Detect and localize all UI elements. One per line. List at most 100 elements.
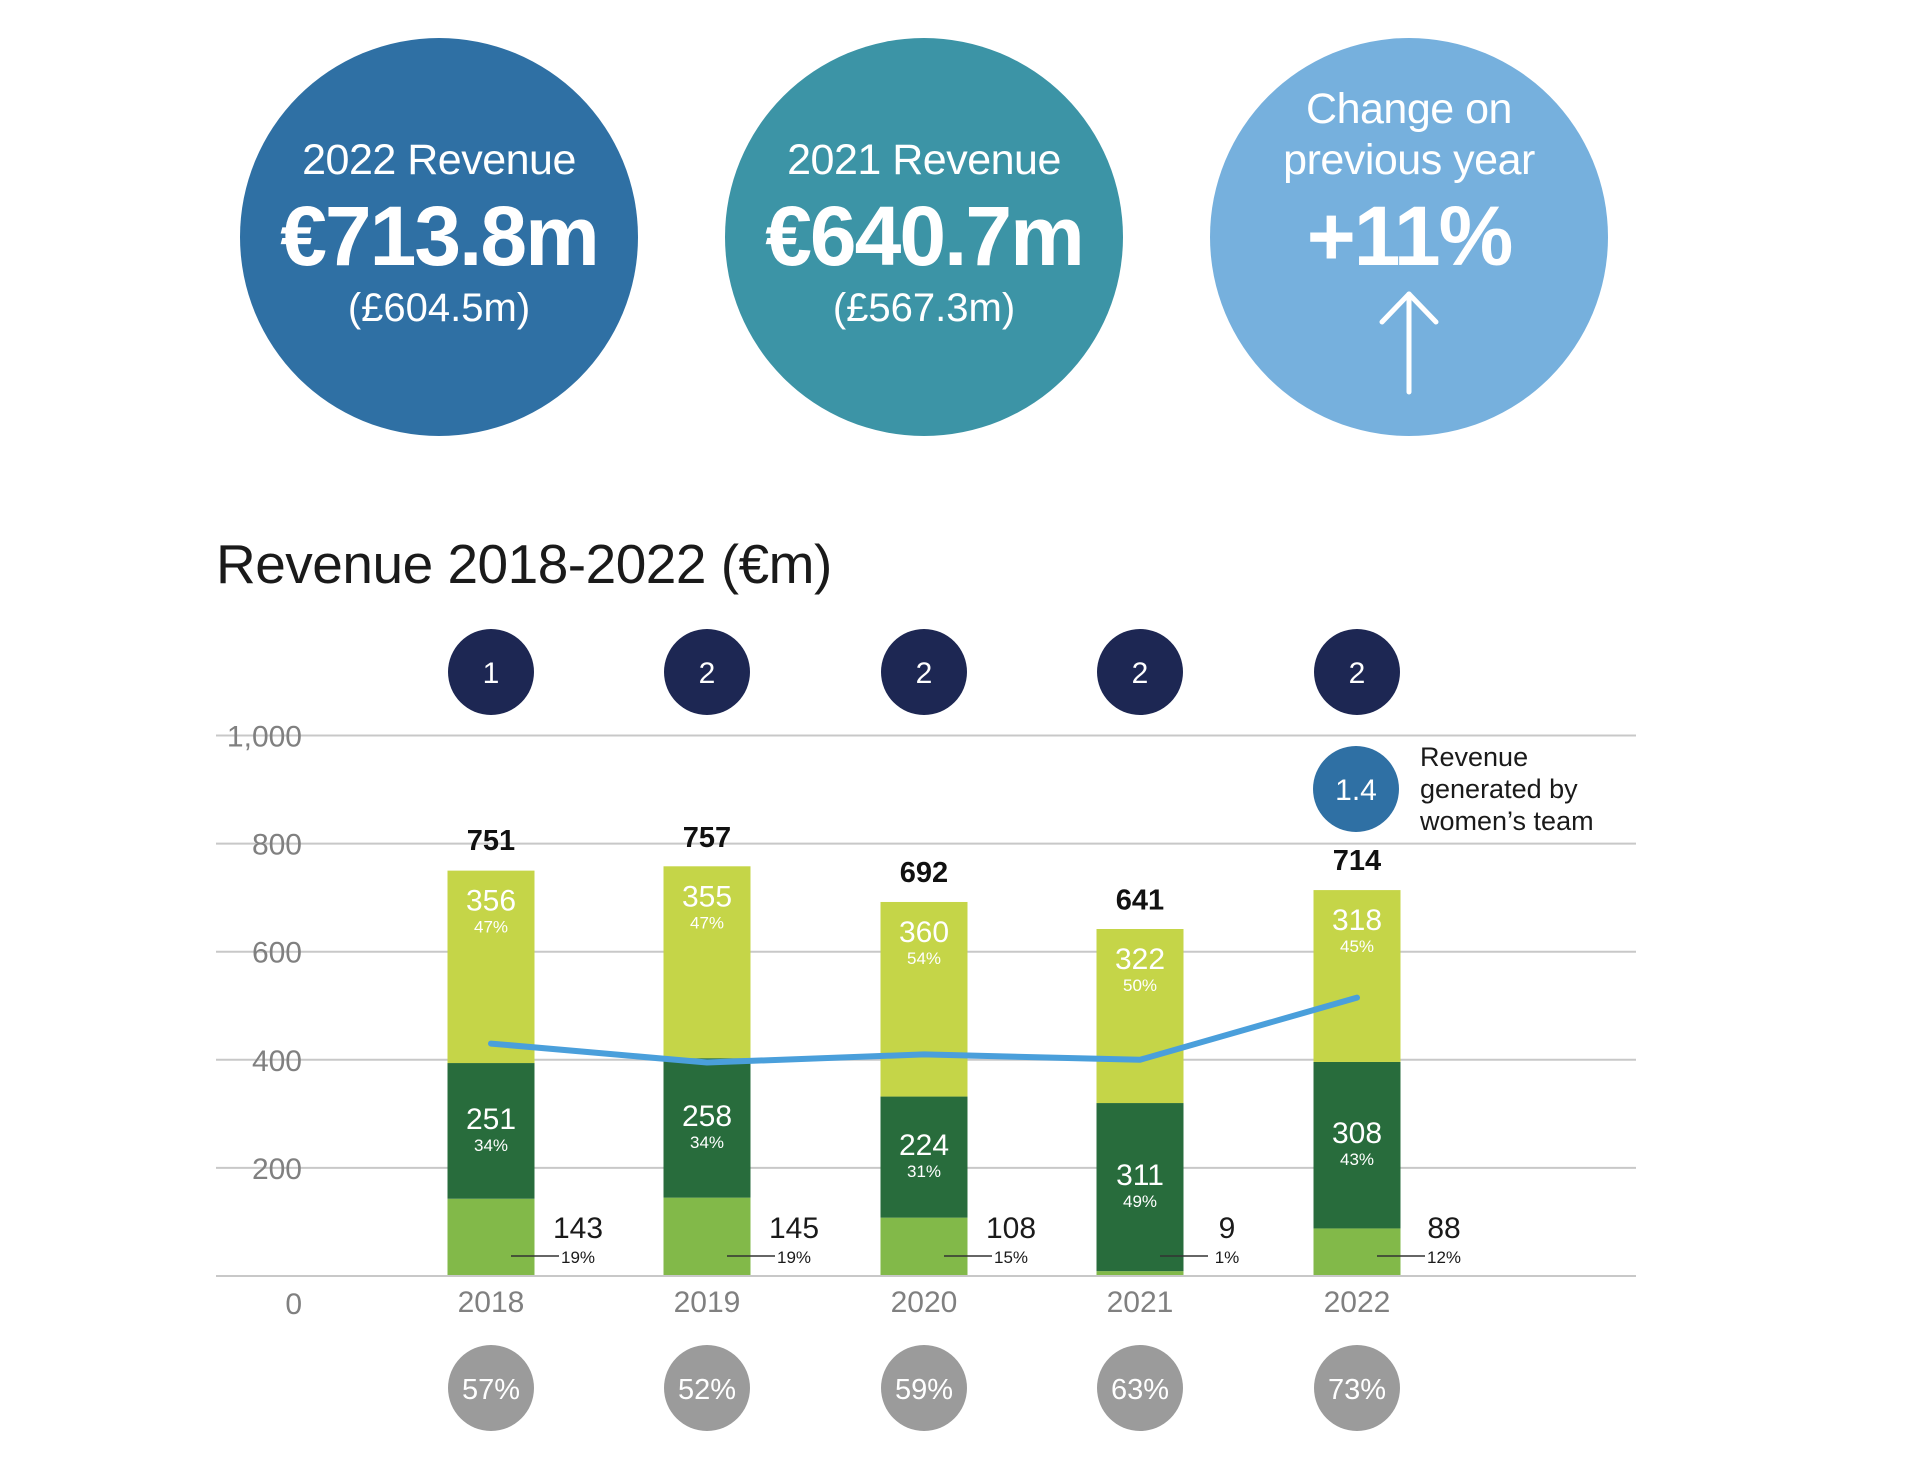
segment-value-label: 311 bbox=[1116, 1159, 1164, 1192]
bar-segment bbox=[1313, 1061, 1401, 1229]
bottom-segment-pct-label: 19% bbox=[561, 1248, 595, 1267]
top-marker-label: 2 bbox=[1132, 657, 1149, 690]
x-tick-label: 2022 bbox=[1324, 1286, 1391, 1319]
top-marker-circle bbox=[881, 629, 967, 715]
segment-value-label: 318 bbox=[1332, 904, 1382, 937]
kpi-label-line-2: previous year bbox=[1283, 136, 1535, 184]
segment-value-label: 251 bbox=[466, 1103, 516, 1136]
kpi-value: €640.7m bbox=[765, 189, 1085, 283]
total-label: 757 bbox=[683, 822, 731, 854]
kpi-sub: (£567.3m) bbox=[832, 286, 1016, 330]
bottom-marker-circle bbox=[448, 1345, 534, 1431]
top-marker-circle bbox=[1314, 629, 1400, 715]
legend-marker-value: 1.4 bbox=[1335, 774, 1377, 807]
y-tick-label: 0 bbox=[285, 1288, 302, 1321]
segment-value-label: 258 bbox=[682, 1100, 732, 1133]
bar-segment bbox=[447, 1063, 535, 1199]
segment-pct-label: 49% bbox=[1123, 1192, 1157, 1211]
bottom-segment-pct-label: 1% bbox=[1215, 1248, 1240, 1267]
x-tick-label: 2018 bbox=[458, 1286, 525, 1319]
top-marker-label: 1 bbox=[483, 657, 500, 690]
bottom-segment-value-label: 143 bbox=[553, 1212, 603, 1245]
top-marker-circle bbox=[448, 629, 534, 715]
legend-text-line: generated by bbox=[1420, 774, 1578, 804]
bottom-segment-value-label: 88 bbox=[1427, 1212, 1460, 1245]
bottom-segment-value-label: 145 bbox=[769, 1212, 819, 1245]
segment-value-label: 355 bbox=[682, 880, 732, 913]
kpi-value: €713.8m bbox=[280, 189, 600, 283]
bottom-marker-label: 63% bbox=[1111, 1374, 1169, 1406]
segment-value-label: 356 bbox=[466, 885, 516, 918]
segment-pct-label: 45% bbox=[1340, 937, 1374, 956]
bottom-segment-pct-label: 19% bbox=[777, 1248, 811, 1267]
total-label: 714 bbox=[1333, 845, 1381, 877]
x-tick-label: 2019 bbox=[674, 1286, 741, 1319]
segment-pct-label: 50% bbox=[1123, 976, 1157, 995]
segment-pct-label: 54% bbox=[907, 949, 941, 968]
total-label: 692 bbox=[900, 857, 948, 889]
kpi-2021-revenue: 2021 Revenue €640.7m (£567.3m) bbox=[725, 38, 1123, 436]
legend-text-line: Revenue bbox=[1420, 742, 1528, 772]
kpi-label: 2022 Revenue bbox=[302, 136, 576, 184]
bar-segment bbox=[1313, 1228, 1401, 1276]
bar-segment bbox=[663, 866, 751, 1059]
bottom-marker-label: 52% bbox=[678, 1374, 736, 1406]
top-marker-label: 2 bbox=[1349, 657, 1366, 690]
y-tick-label: 600 bbox=[252, 937, 302, 970]
total-label: 641 bbox=[1116, 885, 1164, 917]
chart-title: Revenue 2018-2022 (€m) bbox=[216, 533, 832, 595]
segment-value-label: 308 bbox=[1332, 1117, 1382, 1150]
bar-segment bbox=[1096, 1271, 1184, 1276]
x-tick-label: 2020 bbox=[891, 1286, 958, 1319]
bar-segment bbox=[880, 901, 968, 1097]
bar-segment bbox=[1313, 890, 1401, 1062]
bar-segment bbox=[663, 1058, 751, 1198]
bottom-segment-value-label: 108 bbox=[986, 1212, 1036, 1245]
y-tick-label: 400 bbox=[252, 1045, 302, 1078]
bar-segment bbox=[1096, 928, 1184, 1104]
bottom-segment-value-label: 9 bbox=[1219, 1212, 1236, 1245]
bottom-marker-circle bbox=[1314, 1345, 1400, 1431]
kpi-2022-revenue: 2022 Revenue €713.8m (£604.5m) bbox=[240, 38, 638, 436]
segment-pct-label: 47% bbox=[690, 913, 724, 932]
kpi-label: 2021 Revenue bbox=[787, 136, 1061, 184]
segment-value-label: 360 bbox=[899, 916, 949, 949]
bottom-marker-circle bbox=[881, 1345, 967, 1431]
bar-segment bbox=[447, 1198, 535, 1276]
y-tick-label: 200 bbox=[252, 1153, 302, 1186]
bottom-segment-pct-label: 12% bbox=[1427, 1248, 1461, 1267]
kpi-value: +11% bbox=[1306, 189, 1514, 283]
bottom-marker-circle bbox=[1097, 1345, 1183, 1431]
total-label: 751 bbox=[467, 825, 515, 857]
segment-pct-label: 34% bbox=[474, 1136, 508, 1155]
bottom-segment-pct-label: 15% bbox=[994, 1248, 1028, 1267]
top-marker-circle bbox=[664, 629, 750, 715]
segment-pct-label: 47% bbox=[474, 918, 508, 937]
bar-segment bbox=[447, 870, 535, 1064]
segment-pct-label: 43% bbox=[1340, 1150, 1374, 1169]
bottom-marker-label: 73% bbox=[1328, 1374, 1386, 1406]
womens-team-line bbox=[488, 994, 1360, 1066]
arrow-up-icon bbox=[1379, 291, 1439, 395]
y-tick-label: 800 bbox=[252, 829, 302, 862]
top-marker-circle bbox=[1097, 629, 1183, 715]
kpi-label-line-1: Change on bbox=[1306, 85, 1512, 133]
bottom-marker-label: 57% bbox=[462, 1374, 520, 1406]
bar-segment bbox=[880, 1096, 968, 1218]
x-tick-label: 2021 bbox=[1107, 1286, 1174, 1319]
bar-segment bbox=[880, 1217, 968, 1276]
segment-pct-label: 31% bbox=[907, 1162, 941, 1181]
kpi-change: Change on previous year +11% bbox=[1210, 38, 1608, 436]
segment-value-label: 224 bbox=[899, 1129, 949, 1162]
bar-segment bbox=[1096, 1103, 1184, 1272]
legend-marker-circle bbox=[1313, 746, 1399, 832]
y-tick-label: 1,000 bbox=[227, 721, 302, 754]
bottom-marker-label: 59% bbox=[895, 1374, 953, 1406]
kpi-sub: (£604.5m) bbox=[347, 286, 531, 330]
segment-value-label: 322 bbox=[1115, 943, 1165, 976]
bar-segment bbox=[663, 1197, 751, 1276]
bottom-marker-circle bbox=[664, 1345, 750, 1431]
top-marker-label: 2 bbox=[699, 657, 716, 690]
segment-pct-label: 34% bbox=[690, 1133, 724, 1152]
